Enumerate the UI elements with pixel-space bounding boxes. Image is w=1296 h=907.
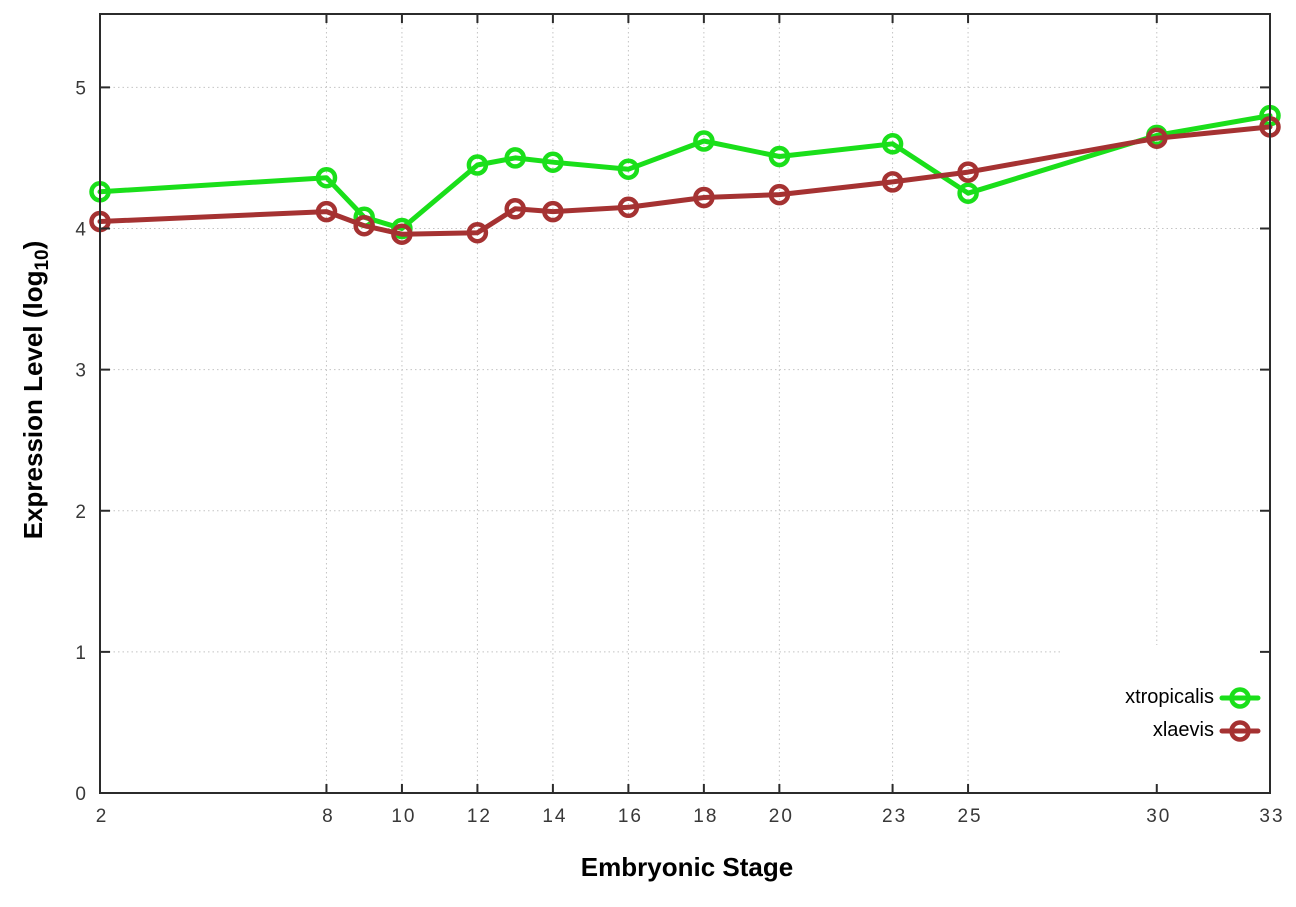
x-tick-label: 18 <box>693 806 718 827</box>
legend-background <box>1062 645 1268 791</box>
y-tick-label: 1 <box>75 643 88 664</box>
plot-border <box>99 13 1271 794</box>
y-tick-label: 4 <box>75 220 88 241</box>
legend-label-xlaevis: xlaevis <box>1152 719 1214 741</box>
x-tick-label: 33 <box>1259 806 1284 827</box>
y-axis-label-subscript: 10 <box>32 249 54 271</box>
x-tick-label: 12 <box>467 806 492 827</box>
data-point-xtropicalis <box>542 151 564 173</box>
data-point-xlaevis <box>693 186 715 209</box>
x-tick-label: 8 <box>322 806 335 827</box>
data-point-xtropicalis <box>881 133 904 155</box>
x-tick-label: 25 <box>957 806 982 827</box>
data-point-xlaevis <box>504 198 526 220</box>
data-point-xlaevis <box>353 214 375 237</box>
data-point-xlaevis <box>391 223 413 245</box>
x-tick-label: 14 <box>542 806 567 827</box>
x-tick-label: 10 <box>391 806 416 827</box>
x-tick-label: 16 <box>618 806 643 827</box>
data-point-xtropicalis <box>466 154 489 176</box>
y-tick-label: 5 <box>75 78 88 99</box>
y-tick-label: 3 <box>75 361 88 382</box>
data-point-xlaevis <box>542 200 564 223</box>
x-tick-label: 2 <box>96 806 109 827</box>
data-point-xlaevis <box>768 183 791 206</box>
data-point-xtropicalis <box>957 182 979 204</box>
data-point-xtropicalis <box>617 158 640 180</box>
data-point-xtropicalis <box>693 130 715 152</box>
data-point-xlaevis <box>1146 127 1168 149</box>
data-point-xtropicalis <box>768 145 791 168</box>
y-tick-label: 0 <box>75 784 88 805</box>
data-point-xtropicalis <box>504 147 526 169</box>
data-point-xlaevis <box>466 221 489 244</box>
data-point-xlaevis <box>315 200 338 223</box>
data-point-xlaevis <box>957 161 979 183</box>
legend-marker-xlaevis <box>1229 720 1251 742</box>
y-axis-label-text: Expression Level (log <box>17 270 48 540</box>
legend-marker-xtropicalis <box>1229 687 1251 709</box>
legend-label-xtropicalis: xtropicalis <box>1125 686 1214 708</box>
y-axis-label-close: ) <box>17 240 48 250</box>
x-axis-label: Embryonic Stage <box>580 852 794 882</box>
data-point-xtropicalis <box>315 166 338 189</box>
y-tick-label: 2 <box>75 502 88 523</box>
y-axis-label: Expression Level (log10) <box>18 241 54 540</box>
x-tick-label: 20 <box>769 806 794 827</box>
x-tick-label: 23 <box>882 806 907 827</box>
data-point-xlaevis <box>881 171 904 193</box>
data-point-xlaevis <box>617 196 640 219</box>
x-tick-label: 30 <box>1146 806 1171 827</box>
